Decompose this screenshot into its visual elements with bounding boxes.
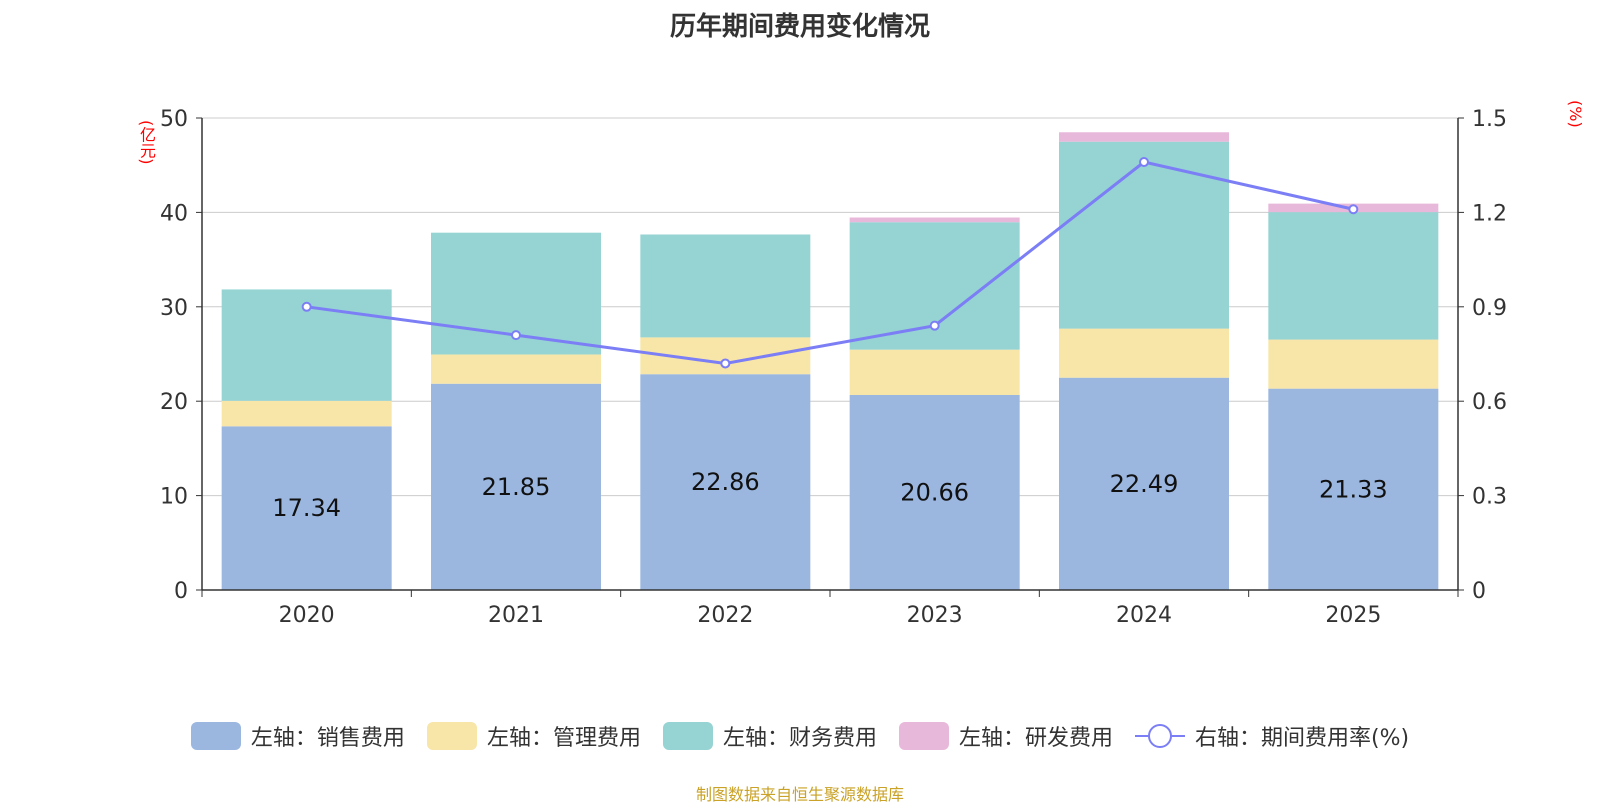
y2-tick-label: 0.9 (1472, 296, 1507, 321)
bar-data-label: 17.34 (272, 494, 341, 522)
rate-line (306, 160, 1354, 365)
bar-data-label: 21.85 (482, 473, 551, 501)
x-tick-label: 2022 (697, 603, 753, 628)
bar-segment-2 (221, 400, 392, 427)
x-tick-label: 2021 (488, 603, 544, 628)
rate-point (301, 301, 312, 312)
legend-label-rnd: 左轴：研发费用 (958, 726, 1113, 751)
rate-point (720, 358, 731, 369)
legend-swatch-rnd (898, 722, 949, 750)
bar-segment-2 (1268, 339, 1439, 389)
legend-item-sales[interactable]: 左轴：销售费用 (190, 720, 405, 752)
bar-segment-1 (849, 394, 1020, 590)
y-tick-label: 10 (160, 485, 188, 510)
x-tick-label: 2025 (1325, 603, 1381, 628)
bar-data-label: 20.66 (900, 478, 969, 506)
legend-item-rnd[interactable]: 左轴：研发费用 (898, 720, 1113, 752)
rate-point (929, 320, 940, 331)
legend-label-sales: 左轴：销售费用 (250, 726, 405, 751)
rate-point (1348, 204, 1359, 215)
right-axis-unit: (%) (1566, 100, 1585, 128)
legend-item-admin[interactable]: 左轴：管理费用 (426, 720, 641, 752)
x-tick-label: 2023 (907, 603, 963, 628)
bar-segment-2 (1059, 328, 1229, 378)
legend-label-admin: 左轴：管理费用 (486, 726, 641, 751)
y2-tick-label: 0.6 (1472, 390, 1507, 415)
x-tick-label: 2020 (279, 603, 335, 628)
legend-label-finance: 左轴：财务费用 (722, 726, 877, 751)
bar-segment-4 (1059, 132, 1229, 142)
legend-swatch-finance (662, 722, 713, 750)
y-tick-label: 20 (160, 390, 188, 415)
bar-segment-1 (640, 374, 811, 590)
x-tick-label: 2024 (1116, 603, 1172, 628)
bar-segment-2 (431, 354, 601, 384)
bar-segment-4 (849, 217, 1020, 223)
bar-segment-3 (640, 234, 811, 338)
bar-segment-2 (849, 349, 1020, 395)
legend-swatch-admin (426, 722, 477, 750)
bar-segment-3 (1268, 212, 1439, 340)
bar-segment-1 (221, 426, 392, 590)
bar-segment-1 (431, 383, 601, 590)
left-axis-unit: (亿元) (137, 120, 156, 165)
bar-data-label: 22.86 (691, 468, 760, 496)
rate-point (511, 330, 521, 341)
y-tick-label: 0 (174, 579, 188, 604)
bar-segment-3 (1059, 141, 1229, 329)
legend-item-rate[interactable]: 右轴：期间费用率(%) (1134, 720, 1410, 752)
y2-tick-label: 1.2 (1472, 201, 1507, 226)
legend-label-rate: 右轴：期间费用率(%) (1194, 726, 1410, 751)
y2-tick-label: 1.5 (1472, 107, 1507, 132)
y-tick-label: 40 (160, 201, 188, 226)
source-note: 制图数据来自恒生聚源数据库 (695, 785, 904, 804)
y2-tick-label: 0.3 (1472, 485, 1507, 510)
bar-data-label: 22.49 (1110, 470, 1179, 498)
y2-tick-label: 0 (1472, 579, 1486, 604)
legend-swatch-sales (190, 722, 241, 750)
bar-segment-1 (1059, 377, 1229, 590)
y-tick-label: 30 (160, 296, 188, 321)
legend: 左轴：销售费用 左轴：管理费用 左轴：财务费用 左轴：研发费用 右轴：期间费用率… (0, 720, 1600, 752)
bar-segment-1 (1268, 388, 1439, 590)
legend-item-finance[interactable]: 左轴：财务费用 (662, 720, 877, 752)
chart-title: 历年期间费用变化情况 (669, 12, 930, 42)
y-tick-label: 50 (160, 107, 188, 132)
legend-swatch-rate (1134, 722, 1185, 750)
bar-data-label: 21.33 (1319, 475, 1388, 503)
rate-point (1139, 157, 1149, 168)
